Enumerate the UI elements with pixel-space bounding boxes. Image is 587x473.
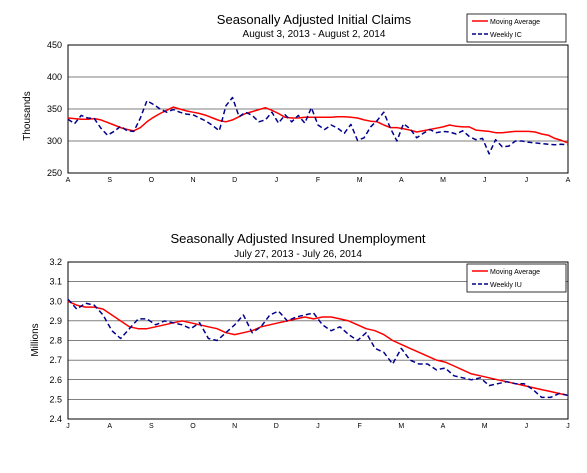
series-line-moving-average — [67, 300, 569, 397]
claims-legend-box — [466, 13, 567, 43]
x-tick-label: A — [66, 177, 71, 184]
series-line-moving-average — [67, 106, 569, 144]
x-tick-label: D — [232, 177, 237, 184]
x-tick-label: J — [66, 423, 70, 430]
x-tick-label: J — [483, 177, 487, 184]
y-tick-label: 2.7 — [49, 355, 62, 365]
claims-chart-subtitle: August 3, 2013 - August 2, 2014 — [243, 29, 386, 40]
x-tick-label: D — [274, 423, 279, 430]
x-tick-label: J — [525, 177, 529, 184]
unemployment-y-axis: 2.4 2.5 2.6 2.7 2.8 2.9 3.0 3.1 3.2 — [49, 257, 62, 424]
x-tick-label: O — [149, 177, 155, 184]
unemployment-chart-subtitle: July 27, 2013 - July 26, 2014 — [234, 249, 362, 260]
unemployment-series — [67, 298, 569, 399]
x-tick-label: N — [190, 177, 195, 184]
unemployment-legend: Moving Average Weekly IU — [466, 263, 567, 293]
x-tick-label: J — [275, 177, 279, 184]
x-tick-label: N — [232, 423, 237, 430]
y-tick-label: 2.4 — [49, 414, 62, 424]
y-tick-label: 2.8 — [49, 336, 62, 346]
claims-gridlines — [68, 76, 568, 142]
x-tick-label: A — [566, 177, 571, 184]
claims-y-axis-label: Thousands — [22, 91, 33, 140]
legend-weekly-iu-label: Weekly IU — [490, 282, 522, 289]
x-tick-label: F — [358, 423, 362, 430]
y-tick-label: 2.5 — [49, 394, 62, 404]
y-tick-label: 2.9 — [49, 316, 62, 326]
y-tick-label: 3.1 — [49, 277, 62, 287]
series-line-weekly-ic — [67, 96, 569, 155]
legend-moving-average-label: Moving Average — [490, 19, 540, 26]
legend-moving-average-label-2: Moving Average — [490, 269, 540, 276]
x-tick-label: S — [149, 423, 154, 430]
x-tick-label: S — [107, 177, 112, 184]
unemployment-legend-box — [466, 263, 567, 293]
claims-chart: Seasonally Adjusted Initial Claims Augus… — [22, 12, 571, 184]
x-tick-label: A — [107, 423, 112, 430]
unemployment-gridlines — [68, 281, 568, 400]
unemployment-chart: Seasonally Adjusted Insured Unemployment… — [30, 231, 570, 430]
y-tick-label: 3.0 — [49, 296, 62, 306]
y-tick-label: 2.6 — [49, 375, 62, 385]
y-tick-label: 350 — [47, 104, 62, 114]
x-tick-label: M — [482, 423, 488, 430]
unemployment-chart-title: Seasonally Adjusted Insured Unemployment — [170, 231, 425, 246]
x-tick-label: M — [357, 177, 363, 184]
series-line-weekly-iu — [67, 298, 569, 399]
x-tick-label: M — [398, 423, 404, 430]
x-tick-label: M — [440, 177, 446, 184]
claims-y-axis: 250 300 350 400 450 — [47, 40, 62, 178]
y-tick-label: 400 — [47, 72, 62, 82]
x-tick-label: O — [190, 423, 196, 430]
y-tick-label: 250 — [47, 168, 62, 178]
claims-series — [67, 96, 569, 155]
legend-weekly-ic-label: Weekly IC — [490, 32, 522, 39]
y-tick-label: 3.2 — [49, 257, 62, 267]
claims-chart-title: Seasonally Adjusted Initial Claims — [217, 12, 412, 27]
x-tick-label: A — [399, 177, 404, 184]
x-tick-label: A — [441, 423, 446, 430]
y-tick-label: 450 — [47, 40, 62, 50]
x-tick-label: J — [316, 423, 320, 430]
x-tick-label: J — [525, 423, 529, 430]
x-tick-label: F — [316, 177, 320, 184]
y-tick-label: 300 — [47, 136, 62, 146]
x-tick-label: J — [566, 423, 570, 430]
claims-legend: Moving Average Weekly IC — [466, 13, 567, 43]
unemployment-y-axis-label: Millions — [30, 323, 41, 356]
